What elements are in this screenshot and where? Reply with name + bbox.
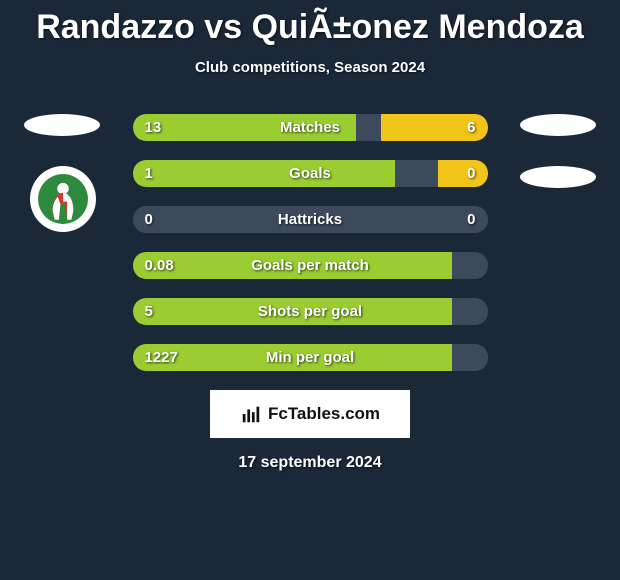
right-club-placeholder-icon (520, 114, 596, 136)
stats-bars: 136Matches 10Goals 00Hattricks 0.08Goals pe… (133, 114, 488, 371)
subtitle: Club competitions, Season 2024 (0, 59, 620, 76)
stat-row: 1227Min per goal (133, 344, 488, 371)
stat-row: 00Hattricks (133, 206, 488, 233)
stat-label: Goals per match (133, 252, 488, 279)
chart-icon (240, 403, 262, 425)
left-club-placeholder-icon (24, 114, 100, 136)
player-badge-icon (30, 166, 96, 232)
stat-label: Goals (133, 160, 488, 187)
page-title: Randazzo vs QuiÃ±onez Mendoza (0, 0, 620, 47)
stat-row: 10Goals (133, 160, 488, 187)
content-area: 136Matches 10Goals 00Hattricks 0.08Goals pe… (0, 114, 620, 371)
stat-row: 136Matches (133, 114, 488, 141)
date-text: 17 september 2024 (0, 454, 620, 472)
source-badge: FcTables.com (210, 390, 410, 438)
stat-label: Matches (133, 114, 488, 141)
stat-label: Hattricks (133, 206, 488, 233)
source-text: FcTables.com (268, 404, 380, 424)
stat-row: 5Shots per goal (133, 298, 488, 325)
stat-label: Min per goal (133, 344, 488, 371)
stat-label: Shots per goal (133, 298, 488, 325)
stat-row: 0.08Goals per match (133, 252, 488, 279)
right-player-placeholder-icon (520, 166, 596, 188)
